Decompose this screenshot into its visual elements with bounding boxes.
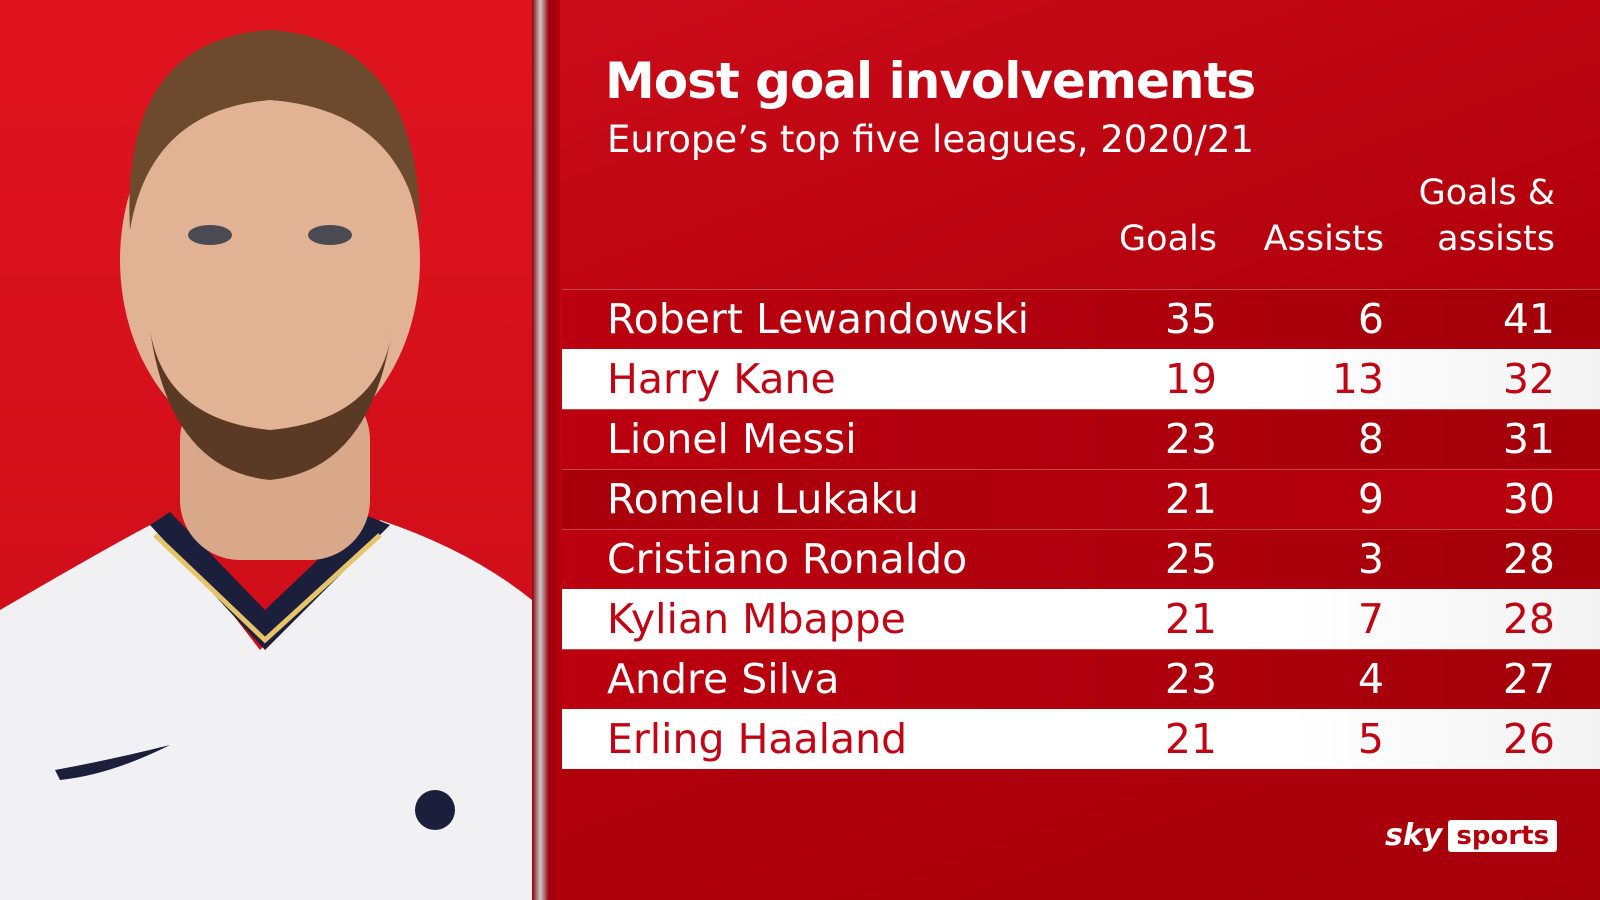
player-name: Harry Kane	[607, 355, 836, 403]
stat-goals: 21	[1164, 595, 1217, 643]
player-name: Andre Silva	[607, 655, 840, 703]
stat-assists: 3	[1357, 535, 1384, 583]
stat-total: 27	[1502, 655, 1555, 703]
player-photo	[0, 0, 532, 900]
stat-goals: 23	[1164, 655, 1217, 703]
stat-assists: 9	[1357, 475, 1384, 523]
stat-total: 28	[1502, 535, 1555, 583]
logo-brand: sky	[1385, 818, 1443, 853]
stat-total: 30	[1502, 475, 1555, 523]
player-name: Robert Lewandowski	[607, 295, 1030, 343]
stat-goals: 19	[1164, 355, 1217, 403]
stat-assists: 7	[1357, 595, 1384, 643]
title: Most goal involvements	[605, 52, 1256, 110]
stat-goals: 21	[1164, 715, 1217, 763]
table-row: Romelu Lukaku 21 9 30	[562, 469, 1600, 529]
stat-assists: 5	[1357, 715, 1384, 763]
stat-assists: 8	[1357, 415, 1384, 463]
player-name: Cristiano Ronaldo	[607, 535, 968, 583]
subtitle: Europe’s top five leagues, 2020/21	[607, 118, 1254, 161]
column-header: Goals	[1119, 219, 1217, 259]
table-row: Harry Kane 19 13 32	[562, 349, 1600, 409]
column-header: Assists	[1263, 219, 1384, 259]
column-header: Goals & assists	[1418, 173, 1555, 259]
table-row: Andre Silva 23 4 27	[562, 649, 1600, 709]
stat-assists: 6	[1357, 295, 1384, 343]
logo-product: sports	[1448, 819, 1558, 852]
divider	[532, 0, 560, 900]
stat-goals: 35	[1164, 295, 1217, 343]
table-row: Robert Lewandowski 35 6 41	[562, 289, 1600, 349]
logo: sky sports	[1385, 818, 1558, 853]
stat-goals: 25	[1164, 535, 1217, 583]
stat-goals: 23	[1164, 415, 1217, 463]
stat-total: 26	[1502, 715, 1555, 763]
stat-total: 28	[1502, 595, 1555, 643]
player-name: Erling Haaland	[607, 715, 908, 763]
stat-total: 31	[1502, 415, 1555, 463]
stat-total: 41	[1502, 295, 1555, 343]
stat-assists: 4	[1357, 655, 1384, 703]
player-illustration	[0, 30, 532, 900]
player-name: Lionel Messi	[607, 415, 857, 463]
stat-total: 32	[1502, 355, 1555, 403]
table-row: Cristiano Ronaldo 25 3 28	[562, 529, 1600, 589]
table-row: Lionel Messi 23 8 31	[562, 409, 1600, 469]
stat-goals: 21	[1164, 475, 1217, 523]
table-row: Kylian Mbappe 21 7 28	[562, 589, 1600, 649]
player-name: Kylian Mbappe	[607, 595, 906, 643]
stat-assists: 13	[1331, 355, 1384, 403]
table-row: Erling Haaland 21 5 26	[562, 709, 1600, 769]
player-name: Romelu Lukaku	[607, 475, 920, 523]
